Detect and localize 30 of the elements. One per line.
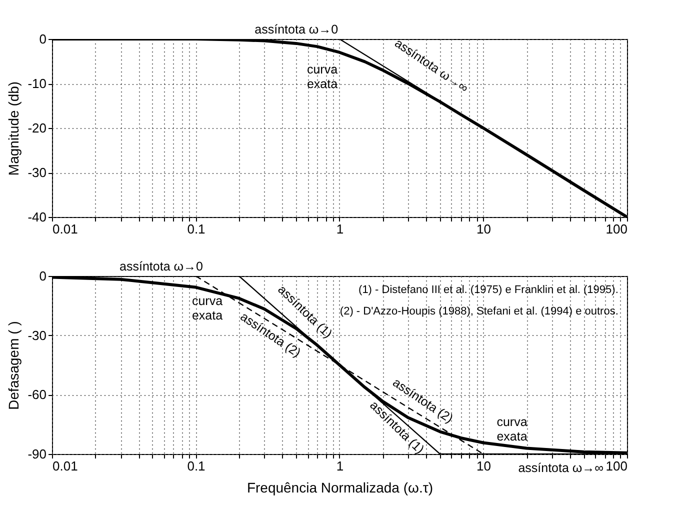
y-tick-label: -30 [28,165,46,180]
x-tick-label: 1 [336,458,344,474]
annotation: (2) - D'Azzo-Houpis (1988), Stefani et al. (1994) e outros. [340,306,618,318]
x-tick-label: 0.1 [187,458,206,474]
y-tick-label: 0 [39,268,46,284]
annotation: curva exata [306,62,338,91]
y-tick-label: -10 [28,76,46,91]
y-tick-label: -40 [28,210,46,224]
text: assíntota ω→0 [120,259,203,274]
x-tick-label: 0.1 [187,222,206,236]
x-tick-label: 1 [336,222,344,236]
x-tick-label: 0.01 [52,458,78,474]
x-tick-label: 100 [606,222,628,236]
annotation: curva exata [496,414,528,444]
y-axis-title: Magnitude (db) [6,81,22,176]
y-tick-label: -90 [28,446,46,462]
text: assíntota ω→0 [254,22,338,36]
y-axis-title: Defasagem ( ) [6,321,22,410]
y-tick-label: -30 [28,328,46,343]
x-tick-label: 10 [476,222,491,236]
x-tick-label: 10 [476,458,491,474]
annotation: (1) - Distefano III et al. (1975) e Franklin et al. (1995). [358,284,618,296]
x-axis-title: Frequência Normalizada (ω.τ) [246,480,434,496]
y-tick-label: 0 [39,32,46,46]
x-tick-label: 100 [606,458,628,474]
y-tick-label: -60 [28,387,46,402]
text: assíntota ω→∞ [518,461,604,476]
x-tick-label: 0.01 [52,222,78,236]
annotation: curva exata [192,294,223,322]
y-tick-label: -20 [28,120,46,136]
